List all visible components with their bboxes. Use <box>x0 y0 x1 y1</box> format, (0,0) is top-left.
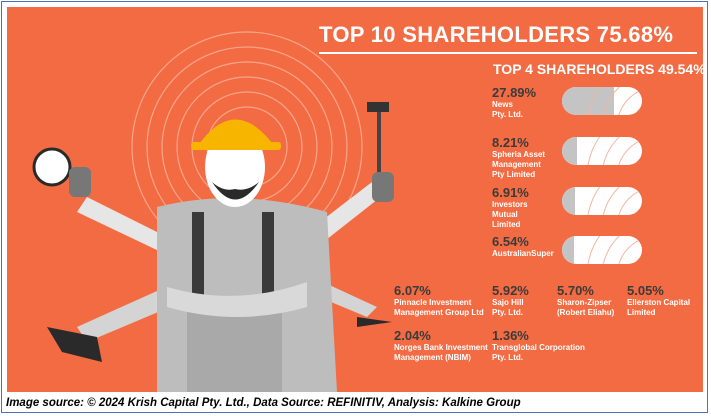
shareholder-name: Management Group Ltd <box>394 308 484 317</box>
shareholder-percent: 5.70% <box>557 283 594 298</box>
shareholding-bar-fill <box>562 187 575 215</box>
shareholder-name: Pty. Ltd. <box>492 353 523 362</box>
infographic-panel: TOP 10 SHAREHOLDERS 75.68% TOP 4 SHAREHO… <box>7 7 703 392</box>
shareholder-percent: 8.21% <box>492 135 529 150</box>
shareholding-bar <box>562 137 642 165</box>
shareholder-entry: 5.92% Sajo Hill Pty. Ltd. <box>492 283 529 318</box>
shareholder-name: Limited <box>627 308 656 317</box>
shareholder-name: Pty Limited <box>492 170 536 179</box>
shareholder-name: Sajo Hill <box>492 298 524 307</box>
shareholding-bar <box>562 87 642 115</box>
shareholder-percent: 6.91% <box>492 185 529 200</box>
shareholder-name: AustralianSuper <box>492 249 554 258</box>
shareholder-name: Pty. Ltd. <box>492 110 523 119</box>
shareholder-percent: 2.04% <box>394 328 431 343</box>
top10-title: TOP 10 SHAREHOLDERS 75.68% <box>319 22 674 47</box>
shareholder-entry: 5.05% Ellerston Capital Limited <box>627 283 690 318</box>
title-underline <box>319 52 697 54</box>
shareholder-name: Limited <box>492 220 521 229</box>
shareholder-name: Pty. Ltd. <box>492 308 523 317</box>
shareholder-name: Pinnacle Investment <box>394 298 472 307</box>
shareholder-name: (Robert Eliahu) <box>557 308 615 317</box>
top4-subtitle: TOP 4 SHAREHOLDERS 49.54% <box>493 61 703 77</box>
shareholder-entry: 6.07% Pinnacle Investment Management Group… <box>394 283 484 318</box>
shareholder-entry: 6.91% Investors Mutual Limited <box>492 185 529 230</box>
shareholder-name: Mutual <box>492 210 518 219</box>
worker-illustration <box>32 31 394 392</box>
shareholding-bar-fill <box>562 137 578 165</box>
shareholder-name: Sharon-Zipser <box>557 298 612 307</box>
image-source-caption: Image source: © 2024 Krish Capital Pty. … <box>6 397 521 409</box>
shareholder-entry: 6.54% AustralianSuper <box>492 234 554 259</box>
shareholder-percent: 1.36% <box>492 328 529 343</box>
shareholding-bar <box>562 236 642 264</box>
shareholding-bar-fill <box>562 87 614 115</box>
shareholder-name: Management <box>492 160 541 169</box>
shareholder-name: Management (NBIM) <box>394 353 471 362</box>
shareholder-percent: 5.05% <box>627 283 664 298</box>
shareholder-percent: 27.89% <box>492 85 537 100</box>
shareholding-bar-fill <box>562 236 575 264</box>
shareholder-name: Transglobal Corporation <box>492 343 585 352</box>
shareholder-percent: 6.54% <box>492 234 529 249</box>
shareholder-entry: 1.36% Transglobal Corporation Pty. Ltd. <box>492 328 585 363</box>
shareholder-entry: 8.21% Spheria Asset Management Pty Limited <box>492 135 545 180</box>
shareholder-name: Ellerston Capital <box>627 298 691 307</box>
shareholder-name: Norges Bank Investment <box>394 343 488 352</box>
shareholding-bar <box>562 187 642 215</box>
shareholder-name: Investors <box>492 200 528 209</box>
shareholder-entry: 27.89% News Pty. Ltd. <box>492 85 536 120</box>
shareholder-percent: 5.92% <box>492 283 529 298</box>
shareholder-name: Spheria Asset <box>492 150 546 159</box>
shareholder-percent: 6.07% <box>394 283 431 298</box>
shareholder-entry: 2.04% Norges Bank Investment Management (N… <box>394 328 488 363</box>
shareholder-name: News <box>492 100 513 109</box>
shareholder-entry: 5.70% Sharon-Zipser (Robert Eliahu) <box>557 283 614 318</box>
